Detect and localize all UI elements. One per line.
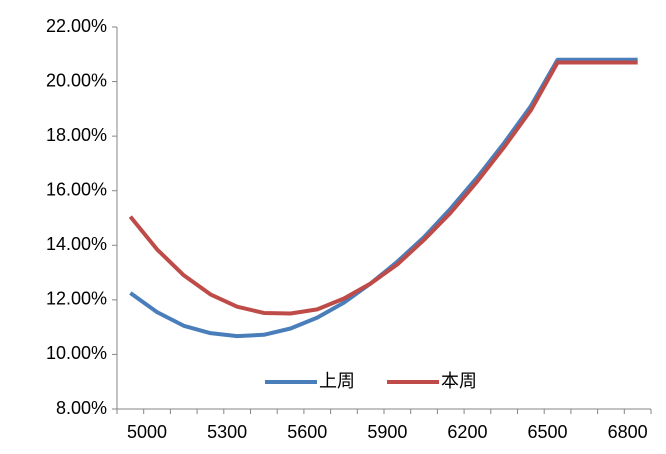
legend-label: 本周	[441, 371, 477, 391]
y-tick-label: 22.00%	[46, 16, 107, 36]
legend-label: 上周	[319, 371, 355, 391]
series-line	[129, 57, 638, 339]
x-tick-label: 6500	[528, 422, 568, 442]
y-tick-label: 10.00%	[46, 343, 107, 363]
y-tick-label: 16.00%	[46, 179, 107, 199]
x-tick-label: 6200	[447, 422, 487, 442]
x-tick-label: 6800	[608, 422, 648, 442]
x-tick-label: 5300	[207, 422, 247, 442]
x-tick-label: 5600	[287, 422, 327, 442]
y-tick-label: 8.00%	[56, 398, 107, 418]
y-tick-label: 14.00%	[46, 234, 107, 254]
x-tick-label: 5000	[127, 422, 167, 442]
y-tick-label: 12.00%	[46, 289, 107, 309]
series-line	[128, 60, 638, 316]
y-tick-label: 20.00%	[46, 70, 107, 90]
y-tick-label: 18.00%	[46, 125, 107, 145]
x-tick-label: 5900	[367, 422, 407, 442]
